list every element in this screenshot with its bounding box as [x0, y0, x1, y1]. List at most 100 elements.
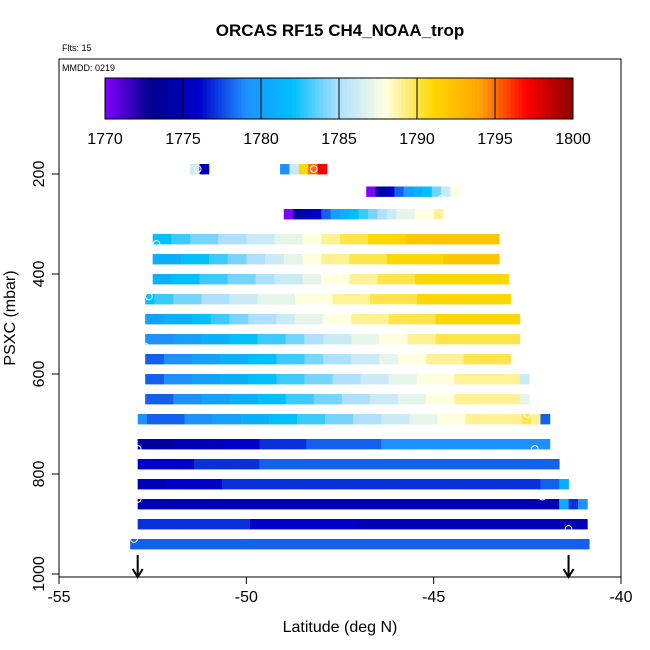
heatmap-cell [474, 439, 485, 450]
colorbar-swatch [487, 78, 492, 119]
heatmap-cell [220, 374, 230, 385]
colorbar-swatch [198, 78, 203, 119]
heatmap-cell [287, 414, 298, 425]
heatmap-cell [504, 539, 515, 550]
heatmap-cell [165, 414, 176, 425]
heatmap-cell [461, 234, 472, 245]
data-point-marker [545, 510, 554, 518]
heatmap-cell [306, 479, 317, 490]
heatmap-cell [473, 334, 483, 345]
heatmap-cell [343, 519, 354, 530]
heatmap-cell [231, 519, 242, 530]
heatmap-cell [461, 254, 472, 265]
heatmap-cell [474, 519, 485, 530]
heatmap-cell [184, 499, 195, 510]
colorbar-swatch [144, 78, 149, 119]
heatmap-cell [381, 414, 391, 425]
heatmap-cell [163, 354, 174, 365]
heatmap-cell [313, 374, 324, 385]
heatmap-cell [156, 519, 167, 530]
heatmap-cell [362, 499, 373, 510]
heatmap-cell [266, 354, 277, 365]
heatmap-cell [173, 334, 184, 345]
heatmap-cell [458, 539, 468, 550]
heatmap-cell [306, 459, 317, 470]
heatmap-cell [334, 479, 345, 490]
heatmap-cell [238, 294, 249, 305]
colorbar-swatch [569, 78, 574, 119]
heatmap-cell [212, 459, 223, 470]
heatmap-cell [229, 394, 240, 405]
heatmap-cell [325, 459, 335, 470]
heatmap-cell [501, 314, 511, 325]
heatmap-cell [156, 459, 167, 470]
heatmap-cell [418, 414, 429, 425]
heatmap-cell [353, 519, 363, 530]
heatmap-cell [473, 354, 483, 365]
heatmap-cell [456, 439, 466, 450]
colorbar-swatch [140, 78, 145, 119]
heatmap-cell [238, 354, 249, 365]
heatmap-cell [551, 539, 562, 550]
heatmap-cell [154, 294, 165, 305]
heatmap-cell [283, 209, 294, 220]
colorbar-swatch [428, 78, 434, 119]
heatmap-cell [193, 519, 204, 530]
colorbar-swatch [370, 78, 375, 119]
heatmap-cell [323, 334, 333, 345]
heatmap-cell [512, 519, 523, 530]
heatmap-cell [266, 374, 277, 385]
heatmap-cell [431, 186, 442, 197]
heatmap-cell [443, 254, 453, 265]
data-point-marker [557, 510, 565, 518]
colorbar-swatch [229, 78, 235, 119]
colorbar-swatch [233, 78, 239, 119]
y-tick-label: 1000 [31, 556, 48, 592]
data-point-marker [133, 445, 142, 453]
heatmap-cell [398, 394, 408, 405]
heatmap-cell [257, 354, 268, 365]
colorbar-swatch [218, 78, 223, 119]
heatmap-cell [257, 334, 268, 345]
heatmap-cell [371, 459, 382, 470]
heatmap-cell [345, 539, 356, 550]
heatmap-cell [240, 459, 251, 470]
heatmap-cell [296, 479, 307, 490]
heatmap-cell [351, 294, 362, 305]
heatmap-cell [399, 439, 410, 450]
heatmap-cell [199, 274, 210, 285]
heatmap-cell [489, 234, 500, 245]
heatmap-cell [165, 479, 176, 490]
heatmap-cell [418, 439, 429, 450]
heatmap-cell [474, 414, 485, 425]
heatmap-cell [302, 274, 313, 285]
heatmap-cell [428, 459, 438, 470]
heatmap-cell [233, 539, 243, 550]
heatmap-cell [184, 519, 195, 530]
heatmap-cell [437, 479, 448, 490]
heatmap-cell [334, 499, 345, 510]
heatmap-cell [295, 374, 305, 385]
heatmap-cell [323, 374, 333, 385]
heatmap-cell [180, 234, 191, 245]
heatmap-cell [289, 164, 300, 175]
heatmap-cell [577, 499, 588, 510]
heatmap-cell [304, 294, 315, 305]
heatmap-cell [369, 314, 380, 325]
heatmap-cell [147, 459, 157, 470]
data-point-marker [133, 495, 142, 503]
heatmap-cell [283, 254, 294, 265]
heatmap-cell [351, 374, 362, 385]
heatmap-cell [360, 374, 371, 385]
heatmap-cell [190, 254, 200, 265]
heatmap-cell [332, 314, 343, 325]
colorbar-swatch [296, 78, 301, 119]
heatmap-cell [231, 414, 242, 425]
heatmap-cell [454, 294, 465, 305]
heatmap-cell [276, 334, 287, 345]
colorbar-swatch [268, 78, 274, 119]
heatmap-cell [433, 234, 444, 245]
colorbar-swatch [491, 78, 496, 119]
heatmap-cell [369, 354, 380, 365]
heatmap-cell [130, 539, 140, 550]
